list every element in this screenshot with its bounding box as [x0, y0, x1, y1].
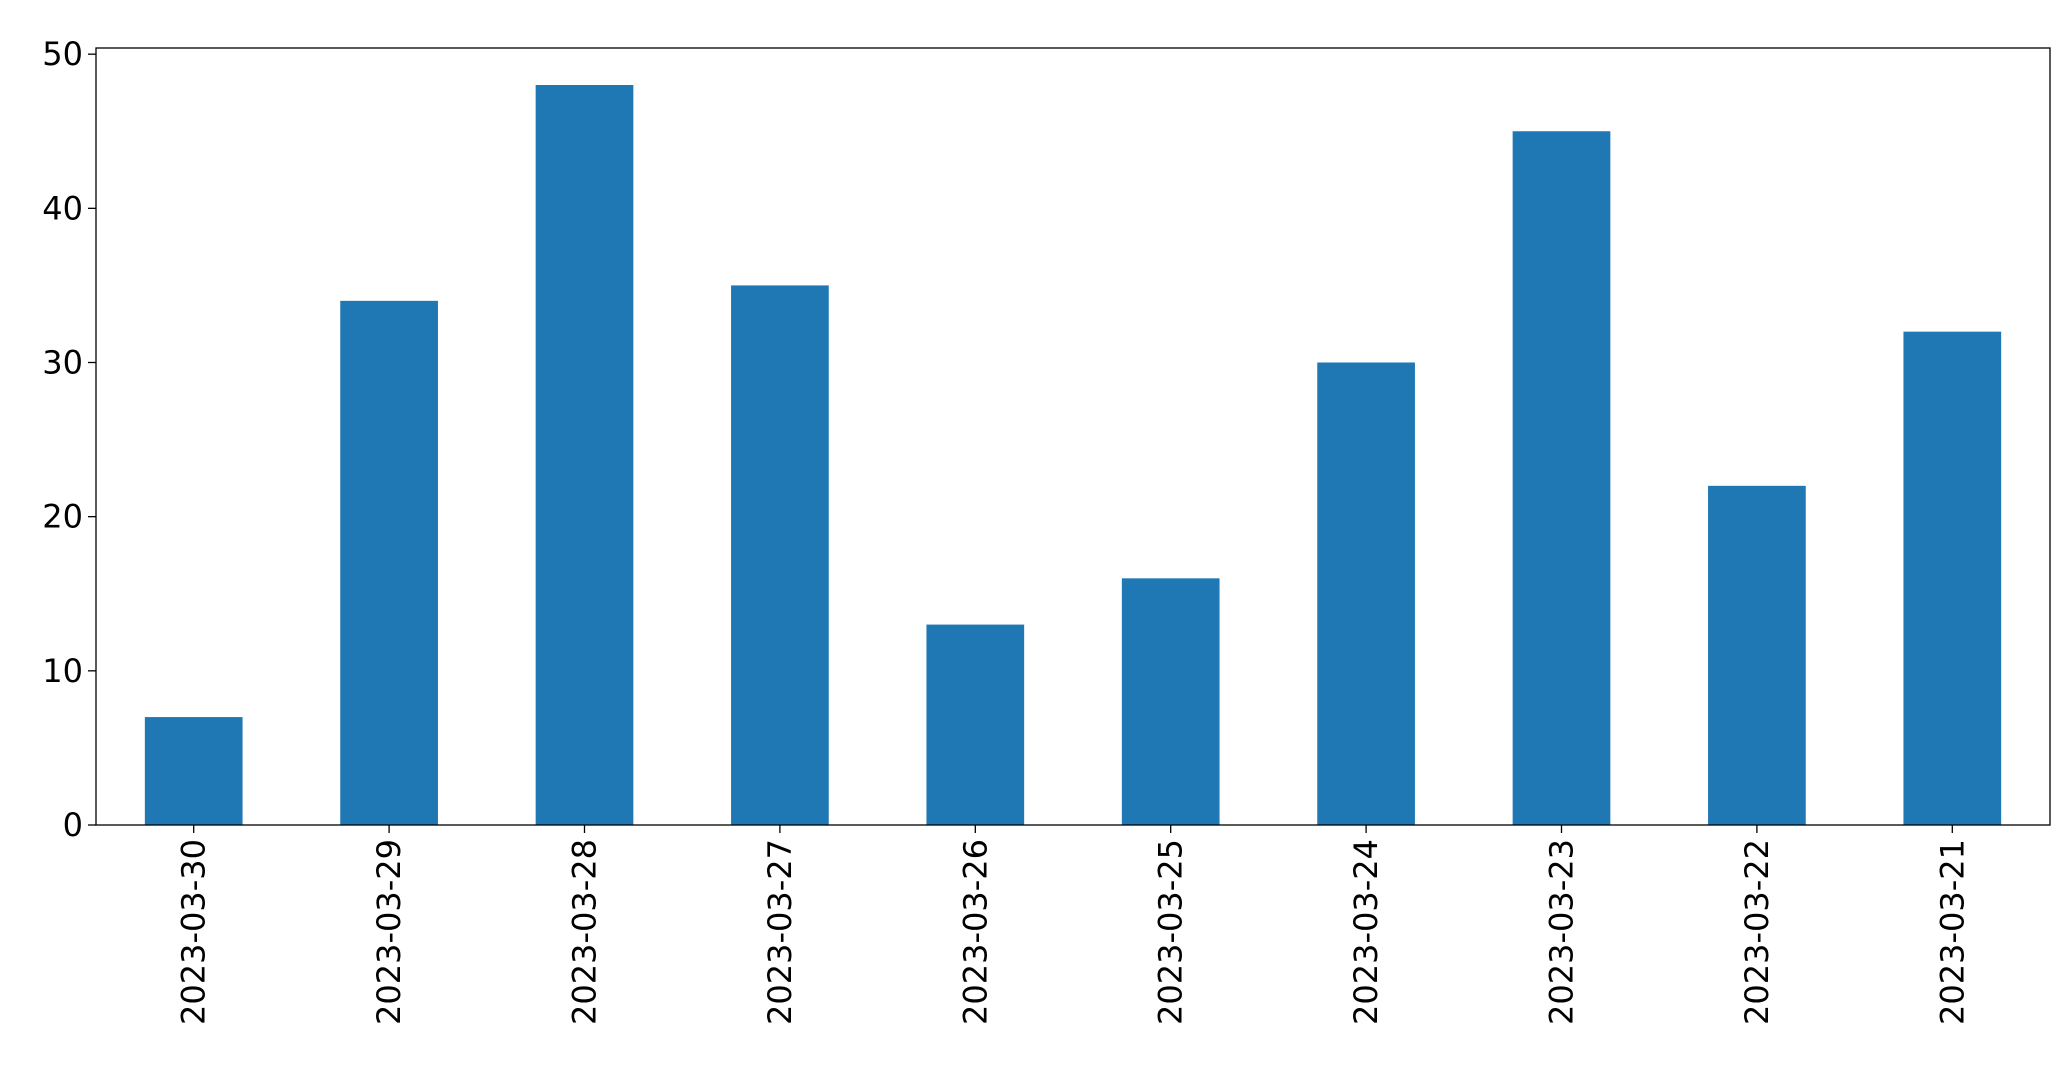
- x-tick-label: 2023-03-22: [1738, 839, 1776, 1025]
- y-tick-label: 30: [42, 344, 83, 382]
- bar: [535, 85, 634, 825]
- x-tick-label: 2023-03-21: [1933, 839, 1971, 1025]
- x-tick-label: 2023-03-30: [175, 839, 213, 1025]
- x-tick-label: 2023-03-25: [1152, 839, 1190, 1025]
- bar: [1317, 362, 1415, 825]
- y-tick-label: 0: [63, 806, 83, 844]
- bar: [340, 300, 438, 825]
- y-tick-label: 20: [42, 498, 83, 536]
- x-tick-label: 2023-03-29: [370, 839, 408, 1025]
- y-tick-label: 50: [42, 35, 83, 73]
- x-tick-label: 2023-03-23: [1543, 839, 1581, 1025]
- y-tick-label: 10: [42, 652, 83, 690]
- x-tick-label: 2023-03-28: [566, 839, 604, 1025]
- bar: [731, 285, 829, 826]
- bar: [1512, 131, 1611, 825]
- y-tick-label: 40: [42, 189, 83, 227]
- x-tick-label: 2023-03-26: [956, 839, 994, 1025]
- bar: [1121, 578, 1220, 825]
- bar: [144, 717, 243, 825]
- plot-frame: [95, 47, 2051, 826]
- x-tick-label: 2023-03-27: [761, 839, 799, 1025]
- bar: [926, 624, 1025, 825]
- bar: [1903, 331, 2002, 825]
- x-tick-label: 2023-03-24: [1347, 839, 1385, 1025]
- bar: [1708, 485, 1806, 825]
